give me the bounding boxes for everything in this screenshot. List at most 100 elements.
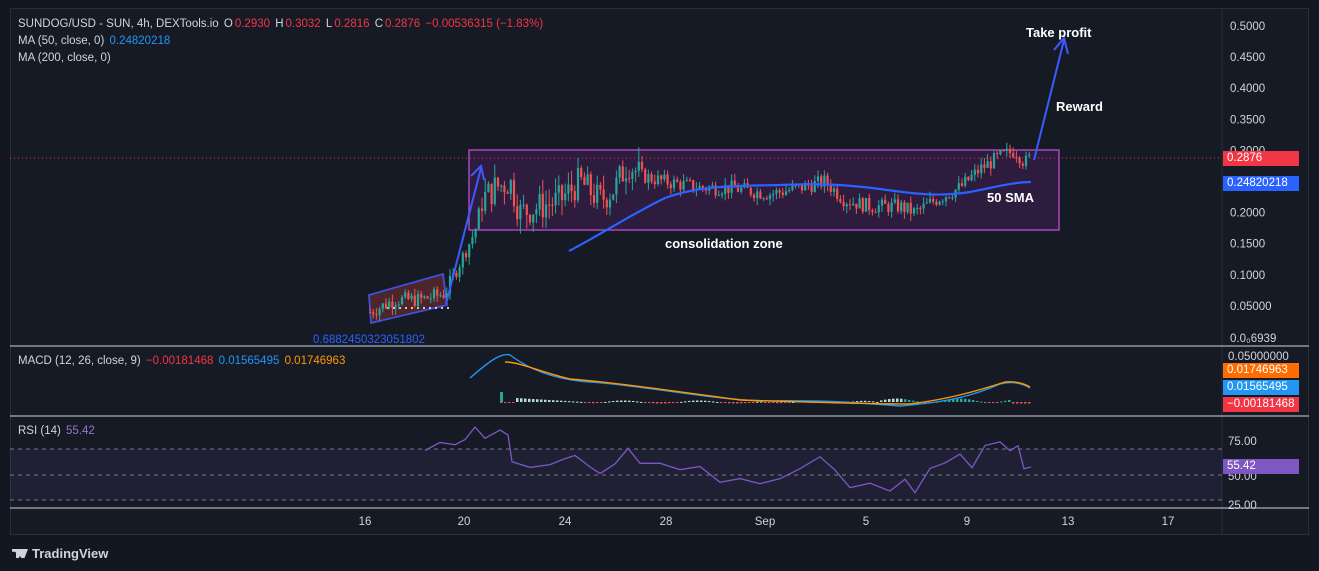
tradingview-brand[interactable]: TradingView (12, 546, 108, 561)
macd-hist-bar (744, 402, 747, 404)
candle-body (900, 202, 903, 212)
price-tick: 0.1000 (1230, 270, 1265, 282)
macd-hist-bar (508, 402, 511, 403)
ma50-legend[interactable]: MA (50, close, 0) 0.24820218 (18, 35, 171, 47)
price-tick: 0.4000 (1230, 83, 1265, 95)
macd-signal-badge: 0.01746963 (1223, 363, 1299, 378)
candle-body (944, 197, 948, 202)
candle-body (541, 193, 544, 218)
macd-hist-bar (716, 401, 719, 403)
candle-body (663, 174, 666, 180)
candle-body (820, 176, 823, 187)
candle-body (429, 298, 432, 300)
time-tick: 24 (559, 516, 572, 528)
candle-body (791, 185, 794, 191)
rsi-badge: 55.42 (1223, 459, 1299, 474)
candle-body (948, 197, 951, 199)
candle-body (989, 161, 992, 169)
macd-hist-bar (976, 400, 979, 402)
macd-hist-bar (688, 400, 691, 402)
candle-body (666, 174, 669, 185)
candle-body (813, 181, 816, 193)
candle-body (580, 168, 583, 178)
macd-hist-bar (956, 398, 959, 402)
candle-body (784, 191, 788, 195)
macd-hist-bar (860, 400, 863, 402)
candle-body (592, 195, 596, 203)
macd-hist-bar (972, 400, 975, 402)
candle-body (653, 181, 656, 185)
candle-body (864, 197, 868, 212)
macd-hist-bar (884, 399, 887, 402)
macd-hist-bar (984, 402, 987, 403)
price-tick: 0.05000 (1230, 301, 1272, 313)
impulse-arrow-head (470, 163, 485, 181)
macd-hist-bar (908, 399, 911, 402)
price-axis[interactable]: 0.50000.45000.40000.35000.30000.25000.20… (1230, 21, 1276, 345)
candle-body (919, 208, 922, 210)
macd-hist-bar (888, 399, 891, 402)
candle-body (724, 185, 727, 194)
macd-hist-bar (620, 400, 623, 402)
macd-legend[interactable]: MACD (12, 26, close, 9) −0.00181468 0.01… (18, 355, 346, 367)
ma50-line[interactable] (568, 180, 1032, 252)
consolidation-zone-box[interactable] (468, 149, 1060, 231)
macd-hist-bar (760, 401, 763, 403)
take-profit-arrow[interactable] (1033, 39, 1065, 161)
macd-hist-bar (916, 401, 919, 403)
candle-body (391, 301, 394, 308)
candle-body (858, 198, 861, 209)
rsi-legend[interactable]: RSI (14) 55.42 (18, 425, 95, 437)
candle-body (957, 183, 960, 190)
candle-body (1002, 150, 1005, 152)
candle-body (765, 198, 768, 200)
candle-body (672, 179, 676, 189)
impulse-arrow[interactable] (445, 167, 482, 305)
candle-body (509, 180, 512, 194)
macd-hist-bar (520, 398, 523, 402)
candle-body (436, 289, 439, 296)
macd-hist-bar (964, 398, 967, 402)
macd-hist-bar (548, 399, 551, 402)
candle-body (516, 206, 519, 220)
candle-body (1012, 152, 1015, 158)
macd-hist-bar (572, 401, 575, 403)
macd-histogram (500, 392, 1031, 404)
candle-body (909, 202, 912, 214)
macd-hist-bar (624, 400, 627, 402)
candle-body (474, 229, 477, 238)
symbol-title: SUNDOG/USD - SUN, 4h, DEXTools.io (18, 18, 219, 30)
candle-body (400, 297, 404, 305)
candle-body (634, 170, 637, 173)
candle-body (692, 180, 695, 191)
candle-body (496, 177, 500, 187)
macd-hist-bar (612, 400, 615, 402)
candle-body (551, 204, 554, 206)
macd-hist-bar (900, 398, 903, 402)
candle-body (890, 202, 893, 212)
candle-body (426, 296, 429, 299)
time-axis[interactable]: 16 20 24 28 Sep 5 9 13 17 (359, 516, 1175, 528)
rsi-band (10, 449, 1222, 500)
candle-body (887, 203, 890, 212)
macd-hist-bar (912, 400, 915, 402)
macd-hist-bar (880, 400, 883, 402)
macd-hist-bar (616, 400, 619, 402)
rsi-line[interactable] (424, 426, 1032, 494)
macd-top-tick: 0.05000000 (1228, 351, 1289, 363)
candle-body (605, 199, 608, 208)
macd-hist-bar (868, 401, 871, 403)
candle-body (394, 305, 397, 308)
candle-body (759, 191, 762, 199)
candle-body (439, 295, 442, 297)
macd-hist-bar (600, 402, 603, 403)
macd-hist-bar (736, 402, 739, 404)
candle-body (615, 177, 618, 195)
macd-hist-bar (780, 402, 783, 404)
macd-hist-bar (552, 400, 555, 402)
macd-hist-bar (524, 398, 527, 402)
candle-body (832, 188, 836, 192)
ma200-legend[interactable]: MA (200, close, 0) (18, 52, 111, 64)
macd-signal-line[interactable] (504, 361, 1031, 405)
